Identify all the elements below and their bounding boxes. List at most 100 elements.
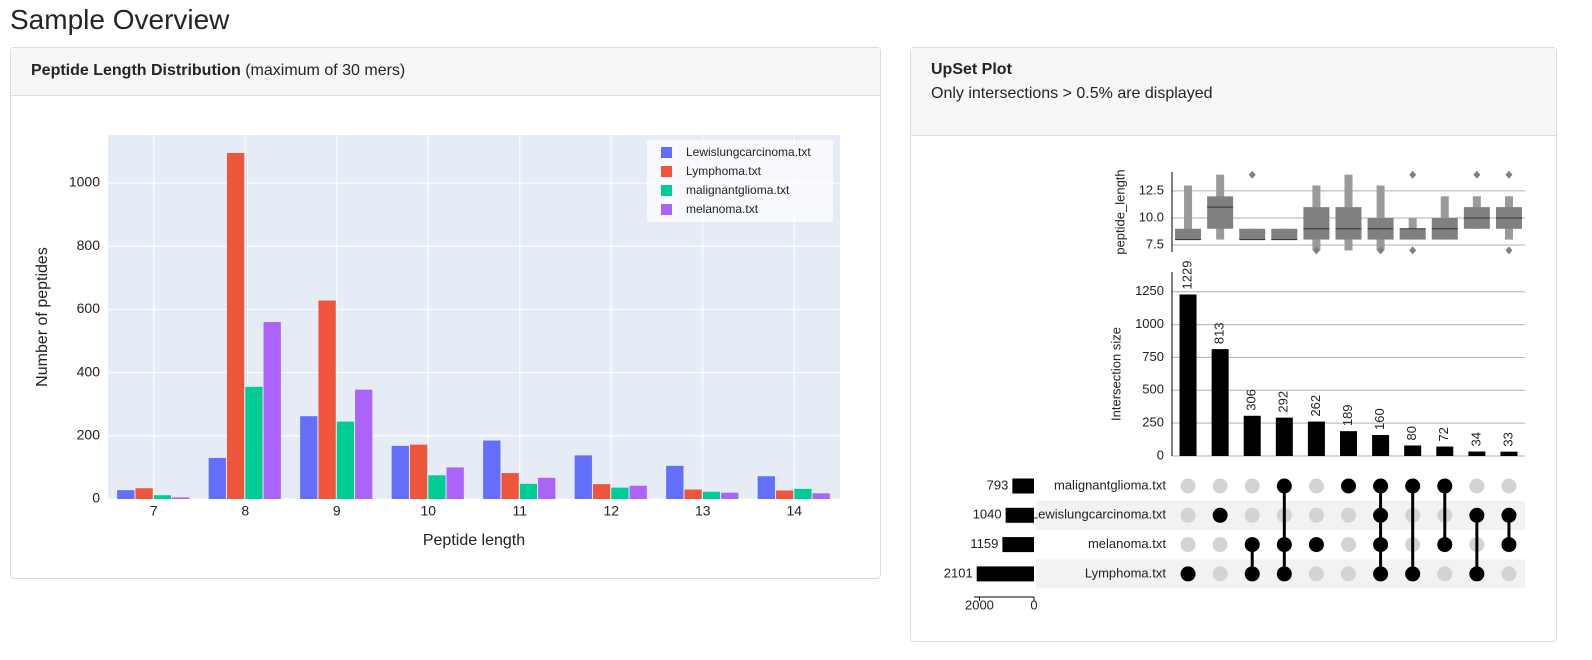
boxen-tail (1184, 185, 1193, 240)
legend-label: Lymphoma.txt (686, 164, 762, 178)
boxen-box (1303, 207, 1330, 240)
bar (336, 421, 355, 499)
x-tick-label: 14 (786, 503, 802, 519)
empty-dot (1308, 566, 1324, 582)
empty-dot (1244, 478, 1260, 494)
y-tick-label: 250 (1142, 415, 1164, 430)
set-label: Lymphoma.txt (1085, 565, 1167, 580)
empty-dot (1308, 507, 1324, 523)
bar (391, 445, 409, 499)
bar (721, 492, 739, 499)
y-axis-title: peptide_length (1112, 169, 1127, 254)
bar (483, 440, 501, 499)
y-tick-label: 0 (1157, 447, 1164, 462)
set-size-label: 1159 (970, 536, 998, 551)
bar-value-label: 1229 (1179, 261, 1194, 290)
bar (794, 488, 812, 499)
x-tick-label: 0 (1030, 597, 1037, 612)
empty-dot (1437, 566, 1453, 582)
bar (538, 477, 556, 499)
boxen-outlier (1312, 246, 1320, 255)
legend-label: malignantglioma.txt (686, 183, 790, 197)
member-dot (1341, 478, 1356, 494)
bar (519, 483, 538, 499)
bar (208, 457, 226, 499)
empty-dot (1180, 537, 1196, 553)
boxen-box (1207, 196, 1234, 229)
empty-dot (1180, 478, 1196, 494)
empty-dot (1244, 507, 1260, 523)
y-tick-label: 800 (77, 237, 101, 253)
intersection-bar (1404, 445, 1422, 456)
boxen-outlier (1409, 246, 1417, 255)
empty-dot (1341, 537, 1356, 553)
y-tick-label: 600 (77, 300, 101, 316)
member-dot (1308, 537, 1324, 553)
member-dot (1212, 507, 1228, 523)
card-header: Peptide Length Distribution (maximum of … (11, 48, 880, 96)
member-dot (1180, 566, 1196, 582)
x-tick-label: 9 (333, 503, 341, 519)
x-tick-label: 13 (695, 503, 711, 519)
empty-dot (1180, 507, 1196, 523)
y-tick-label: 500 (1142, 382, 1164, 397)
boxen-outlier (1248, 170, 1256, 179)
boxen-outlier (1409, 170, 1417, 179)
bar (226, 153, 245, 499)
empty-dot (1212, 537, 1228, 553)
empty-dot (1501, 566, 1517, 582)
bar-value-label: 34 (1468, 432, 1483, 446)
legend-swatch (661, 204, 672, 215)
bar (684, 489, 702, 499)
bar (355, 389, 373, 499)
bar (153, 495, 172, 499)
set-size-label: 1040 (973, 507, 1002, 522)
bar (428, 475, 446, 499)
intersection-bar (1500, 451, 1518, 456)
page-title: Sample Overview (10, 4, 230, 35)
legend-box (647, 140, 833, 222)
bar (501, 473, 519, 499)
card-title: UpSet Plot (931, 61, 1012, 78)
boxen-box (1239, 228, 1266, 240)
bar (117, 490, 135, 499)
bar (812, 493, 830, 499)
empty-dot (1212, 478, 1228, 494)
y-tick-label: 400 (77, 363, 101, 379)
boxen-outlier (1377, 246, 1385, 255)
y-axis-title: Intersection size (1108, 327, 1123, 421)
x-tick-label: 2000 (965, 597, 994, 612)
y-tick-label: 200 (77, 427, 101, 443)
bar (775, 490, 794, 499)
set-size-bar (1012, 478, 1034, 494)
boxen-box (1399, 228, 1426, 240)
y-tick-label: 7.5 (1146, 236, 1164, 251)
intersection-bar (1275, 417, 1293, 456)
x-tick-label: 8 (241, 503, 249, 519)
set-label: melanoma.txt (1088, 536, 1166, 551)
x-axis-title: Peptide length (423, 532, 525, 549)
boxen-outlier (1505, 246, 1513, 255)
x-tick-label: 7 (150, 503, 158, 519)
bar (666, 465, 684, 499)
intersection-bar (1211, 349, 1229, 456)
card-title: Peptide Length Distribution (31, 62, 241, 79)
boxen-box (1335, 207, 1362, 240)
set-size-label: 2101 (944, 565, 973, 580)
bar-value-label: 292 (1276, 391, 1291, 413)
x-tick-label: 12 (603, 503, 619, 519)
bar-value-label: 72 (1436, 427, 1451, 441)
bar (757, 476, 775, 499)
empty-dot (1469, 478, 1485, 494)
y-tick-label: 12.5 (1139, 182, 1164, 197)
bar (135, 488, 153, 499)
card-note: (maximum of 30 mers) (245, 62, 406, 79)
boxen-outlier (1505, 170, 1513, 179)
x-tick-label: 10 (420, 503, 436, 519)
empty-dot (1212, 566, 1228, 582)
bar-value-label: 813 (1212, 322, 1227, 344)
legend-label: Lewislungcarcinoma.txt (686, 145, 811, 159)
set-size-bar (976, 566, 1034, 582)
boxen-box (1271, 228, 1298, 240)
